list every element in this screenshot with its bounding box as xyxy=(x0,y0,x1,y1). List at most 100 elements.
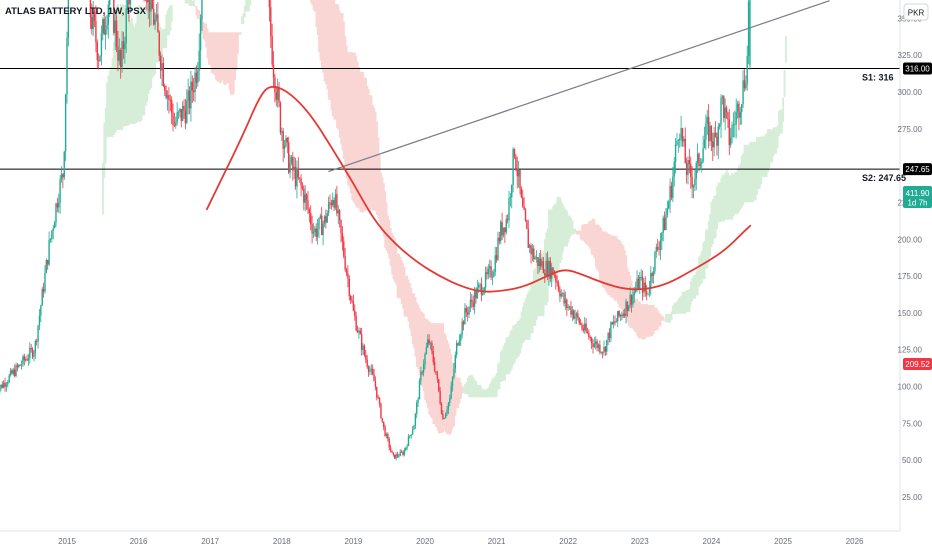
candle-body xyxy=(672,176,674,198)
candle-body xyxy=(742,80,744,105)
x-axis[interactable]: 2015 2016 2017 2018 2019 2020 2021 2022 2023 2024… xyxy=(58,537,864,546)
candle-body xyxy=(444,413,447,419)
cloud-segment xyxy=(640,304,643,339)
candle-body xyxy=(378,398,381,404)
cloud-segment xyxy=(363,77,366,212)
cloud-segment xyxy=(393,237,396,283)
cloud-segment xyxy=(341,13,344,151)
candle-body xyxy=(67,0,70,39)
currency-button[interactable] xyxy=(903,3,929,21)
candle-body xyxy=(7,382,9,385)
candle-body xyxy=(363,345,366,356)
cloud-segment xyxy=(600,228,603,284)
cloud-segment xyxy=(662,316,665,321)
candle-body xyxy=(161,63,163,71)
cloud-segment xyxy=(370,95,373,210)
candle-body xyxy=(666,208,669,215)
cloud-segment xyxy=(583,224,586,243)
candle-body xyxy=(669,185,671,203)
cloud-segment xyxy=(404,275,407,317)
currency-label[interactable]: PKR xyxy=(908,9,925,18)
cloud-segment xyxy=(736,168,739,215)
cloud-segment xyxy=(615,236,618,301)
candle-body xyxy=(421,371,423,373)
cloud-segment xyxy=(505,337,508,375)
cloud-segment xyxy=(564,209,567,247)
candle-body xyxy=(561,293,564,295)
candle-body xyxy=(579,323,582,325)
cloud-segment xyxy=(716,186,719,230)
candle-body xyxy=(468,307,470,315)
cloud-segment xyxy=(567,215,570,243)
cloud-segment xyxy=(246,0,249,12)
candle-body xyxy=(709,125,711,142)
candle-body xyxy=(147,0,149,3)
candle-body xyxy=(539,259,542,267)
candle-body xyxy=(509,197,512,199)
cloud-segment xyxy=(637,301,640,339)
cloud-segment xyxy=(670,311,673,320)
cloud-segment xyxy=(515,323,517,360)
candle-body xyxy=(376,386,378,398)
candle-body xyxy=(732,124,735,126)
cloud-segment xyxy=(502,346,505,381)
candle-body xyxy=(186,100,188,123)
cloud-segment xyxy=(184,0,187,4)
candle-body xyxy=(92,11,94,30)
candle-body xyxy=(380,403,382,419)
cloud-segment xyxy=(477,385,480,398)
candle-body xyxy=(1,384,3,388)
candle-body xyxy=(411,429,414,435)
candle-body xyxy=(27,358,30,361)
candle-body xyxy=(175,122,177,126)
cloud-segment xyxy=(135,23,137,124)
candle-body xyxy=(617,311,619,322)
cloud-segment xyxy=(194,5,197,7)
candle-body xyxy=(647,293,649,295)
cloud-segment xyxy=(471,374,473,398)
candle-body xyxy=(187,90,189,101)
candle-body xyxy=(721,96,724,98)
candle-body xyxy=(623,313,626,317)
cloud-segment xyxy=(437,323,440,434)
candle-body xyxy=(629,294,631,306)
cloud-segment xyxy=(132,24,135,125)
cloud-segment xyxy=(575,230,578,235)
cloud-segment xyxy=(779,109,782,134)
cloud-segment xyxy=(208,32,210,65)
cloud-segment xyxy=(667,313,670,323)
cloud-segment xyxy=(710,201,713,247)
candle-body xyxy=(191,81,193,91)
cloud-segment xyxy=(727,172,730,220)
candle-body xyxy=(728,119,730,146)
candle-body xyxy=(4,382,6,387)
cloud-segment xyxy=(676,301,679,314)
candle-body xyxy=(534,258,536,260)
cloud-segment xyxy=(311,0,314,5)
candle-body xyxy=(169,99,171,101)
candle-body xyxy=(553,274,556,276)
cloud-segment xyxy=(482,389,484,398)
candle-body xyxy=(303,188,305,203)
candle-body xyxy=(168,95,170,100)
candle-body xyxy=(89,0,92,17)
cloud-segment xyxy=(527,291,530,340)
cloud-segment xyxy=(384,191,387,248)
cloud-segment xyxy=(749,142,752,203)
cloud-segment xyxy=(674,302,677,315)
cloud-segment xyxy=(432,323,435,425)
cloud-segment xyxy=(650,304,652,337)
candle-body xyxy=(19,364,21,366)
trendline[interactable] xyxy=(328,0,830,173)
candle-body xyxy=(360,334,363,350)
level-label-s2: S2: 247.65 xyxy=(862,173,906,183)
candle-body xyxy=(417,399,419,403)
cloud-segment xyxy=(599,226,601,281)
candle-body xyxy=(643,282,645,293)
cloud-segment xyxy=(769,129,772,163)
cloud-segment xyxy=(187,0,190,4)
candle-body xyxy=(100,33,103,56)
cloud-segment xyxy=(687,290,690,313)
cloud-segment xyxy=(570,217,573,236)
